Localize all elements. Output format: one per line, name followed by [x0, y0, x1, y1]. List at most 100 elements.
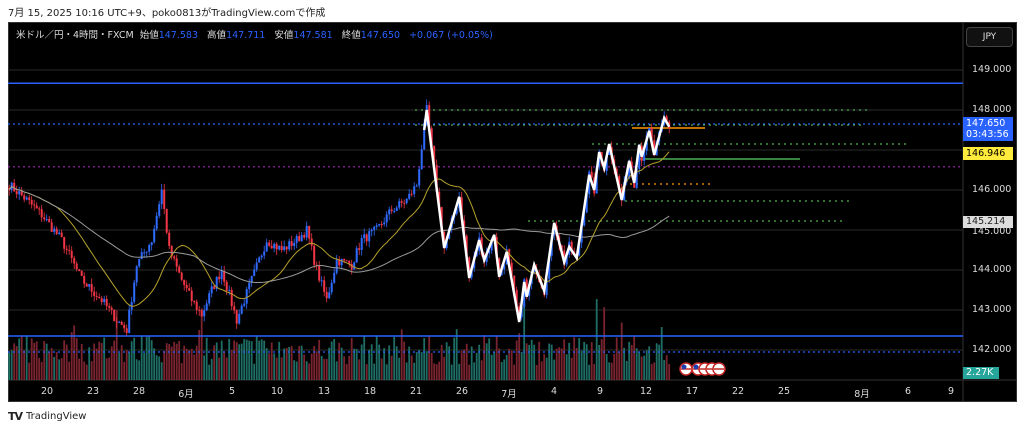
volume-bar	[458, 363, 461, 380]
candle-body	[223, 270, 226, 282]
volume-bar	[395, 346, 398, 380]
volume-bar	[380, 358, 383, 380]
volume-bar	[153, 348, 156, 380]
volume-bar	[338, 342, 341, 380]
time-tick: 22	[731, 386, 745, 397]
price-tick: 146.000	[972, 184, 1012, 195]
volume-bar	[350, 338, 353, 380]
volume-bar	[583, 341, 586, 380]
volume-bar	[200, 308, 203, 380]
currency-button[interactable]: JPY	[966, 27, 1013, 47]
candle-body	[570, 241, 573, 252]
volume-bar	[370, 344, 373, 380]
candle-body	[278, 245, 281, 250]
volume-bar	[295, 361, 298, 380]
volume-bar	[470, 346, 473, 380]
volume-bar	[523, 303, 526, 380]
volume-bar	[333, 338, 336, 380]
candle-body	[85, 283, 88, 287]
volume-bar	[140, 336, 143, 380]
candle-body	[485, 253, 488, 263]
volume-bar	[210, 358, 213, 380]
volume-bar	[443, 356, 446, 380]
volume-bar	[410, 355, 413, 380]
candle-body	[250, 276, 253, 283]
volume-bar	[148, 336, 151, 380]
volume-bar	[198, 330, 201, 380]
volume-bar	[130, 341, 133, 380]
time-tick: 12	[639, 386, 653, 397]
time-tick: 26	[455, 386, 469, 397]
change-value: +0.067 (+0.05%)	[409, 30, 493, 41]
candle-body	[365, 234, 368, 242]
volume-bar	[38, 357, 41, 380]
volume-bar	[190, 348, 193, 380]
candle-body	[50, 222, 53, 232]
volume-bar	[320, 355, 323, 380]
volume-bar	[478, 344, 481, 380]
volume-bar	[88, 347, 91, 380]
candle-body	[360, 238, 363, 250]
volume-bar	[258, 340, 261, 380]
candle-body	[515, 289, 518, 307]
candle-body	[188, 288, 191, 291]
volume-bar	[668, 364, 671, 380]
candle-body	[285, 246, 288, 250]
volume-bar	[58, 359, 61, 380]
candle-body	[90, 284, 93, 292]
candle-body	[100, 298, 103, 303]
volume-bar	[93, 343, 96, 380]
candle-body	[638, 145, 641, 169]
volume-bar	[650, 364, 653, 380]
volume-badge: 2.27K	[963, 367, 999, 379]
candle-body	[178, 266, 181, 273]
candle-body	[348, 261, 351, 265]
candle-body	[215, 276, 218, 289]
candle-body	[233, 306, 236, 311]
candle-body	[103, 298, 106, 303]
volume-bar	[290, 345, 293, 380]
volume-bar	[133, 337, 136, 380]
volume-bar	[233, 340, 236, 380]
candle-body	[163, 189, 166, 209]
volume-bar	[463, 349, 466, 380]
candle-body	[28, 197, 31, 200]
volume-bar	[348, 355, 351, 380]
volume-bar	[15, 346, 18, 380]
candle-body	[213, 286, 216, 289]
volume-bar	[310, 353, 313, 380]
candle-body	[653, 140, 656, 156]
candle-body	[573, 251, 576, 253]
volume-bar	[655, 343, 658, 380]
volume-bar	[83, 361, 86, 380]
volume-bar	[178, 340, 181, 380]
close-label: 終値	[341, 30, 361, 41]
candle-body	[35, 205, 38, 209]
symbol-label[interactable]: 米ドル／円・4時間・FXCM	[16, 30, 134, 41]
volume-bar	[255, 336, 258, 380]
volume-bar	[248, 340, 251, 380]
candle-body	[138, 259, 141, 267]
volume-bar	[265, 348, 268, 380]
candle-body	[405, 198, 408, 204]
volume-bar	[120, 345, 123, 380]
candle-body	[548, 255, 551, 279]
volume-bar	[353, 348, 356, 380]
volume-bar	[468, 364, 471, 380]
candle-body	[273, 243, 276, 249]
volume-bar	[35, 341, 38, 380]
volume-bar	[605, 354, 608, 380]
open-label: 始値	[139, 30, 159, 41]
volume-bar	[275, 357, 278, 380]
time-tick: 23	[86, 386, 100, 397]
volume-bar	[515, 340, 518, 380]
candle-body	[110, 307, 113, 310]
time-tick: 20	[40, 386, 54, 397]
volume-bar	[503, 359, 506, 380]
volume-bar	[430, 352, 433, 380]
candle-body	[628, 161, 631, 179]
ma-fast-badge: 146.946	[963, 147, 1013, 160]
volume-bar	[618, 352, 621, 380]
volume-bar	[628, 341, 631, 380]
